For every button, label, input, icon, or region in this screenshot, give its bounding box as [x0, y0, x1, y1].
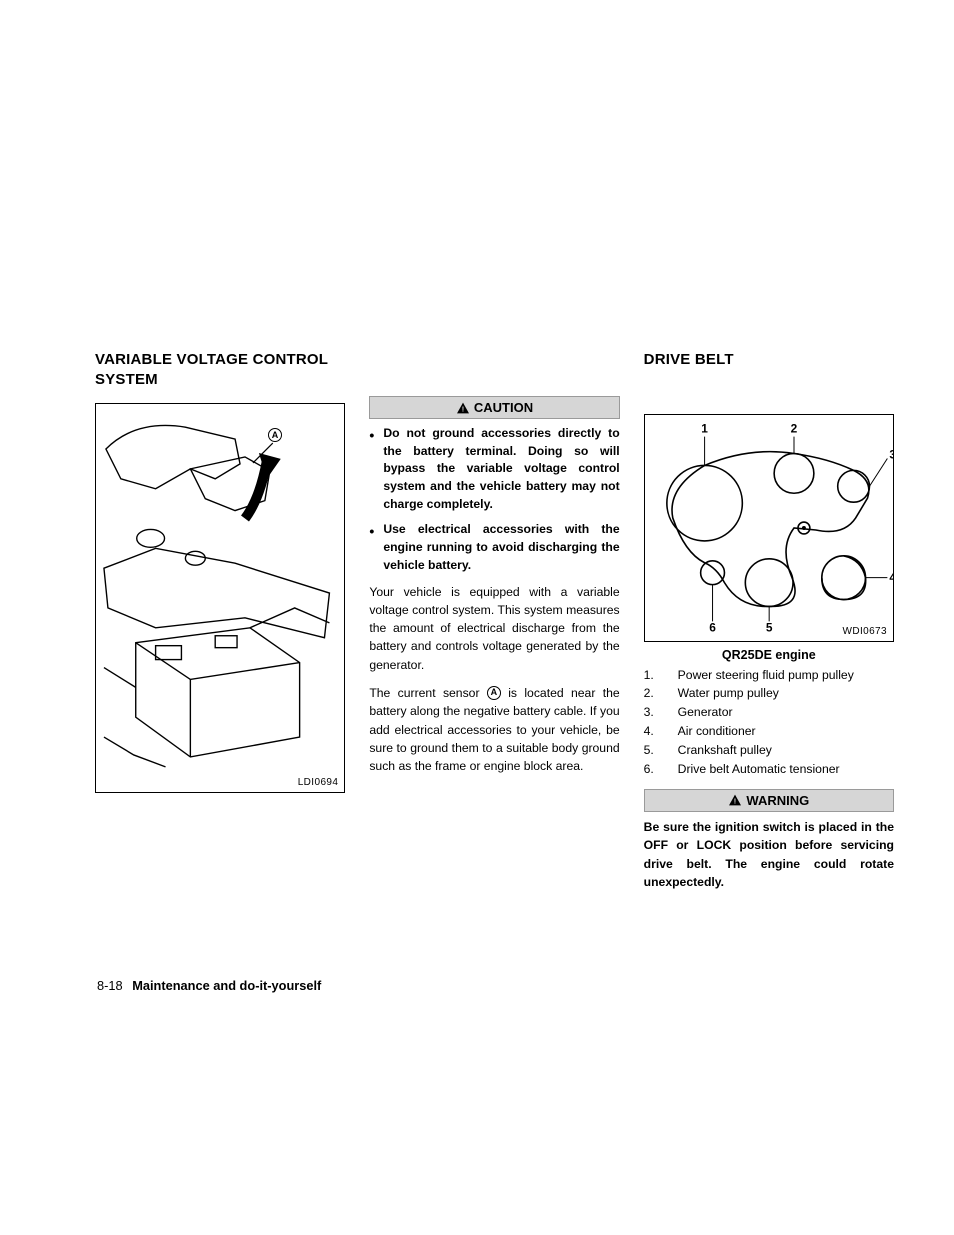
figure-belt: 1 2 3 4 5 6 WDI0673 — [644, 414, 894, 642]
warning-body: Be sure the ignition switch is placed in… — [644, 818, 894, 891]
caution-bullet: Do not ground accessories directly to th… — [369, 425, 619, 513]
belt-label-3: 3 — [889, 447, 893, 461]
belt-label-2: 2 — [790, 421, 797, 435]
belt-label-6: 6 — [709, 620, 716, 634]
svg-text:!: ! — [734, 797, 736, 806]
legend-item: 4.Air conditioner — [644, 722, 894, 741]
figure-vvc-id: LDI0694 — [298, 777, 339, 788]
figure-belt-id: WDI0673 — [842, 626, 887, 637]
warning-triangle-icon: ! — [728, 794, 742, 806]
vvc-para-1: Your vehicle is equipped with a variable… — [369, 583, 619, 674]
vvc-illustration — [96, 404, 344, 792]
col-left: VARIABLE VOLTAGE CONTROL SYSTEM — [95, 350, 345, 891]
caution-bullets: Do not ground accessories directly to th… — [369, 425, 619, 575]
para2-text-a: The current sensor — [369, 686, 487, 700]
belt-label-1: 1 — [701, 421, 708, 435]
legend-item: 6.Drive belt Automatic tensioner — [644, 760, 894, 779]
caution-triangle-icon: ! — [456, 402, 470, 414]
sensor-callout-icon: A — [487, 686, 501, 700]
belt-label-5: 5 — [766, 620, 773, 634]
page-number: 8-18 — [97, 978, 123, 993]
callout-a-icon: A — [268, 428, 282, 442]
heading-drive-belt: DRIVE BELT — [644, 350, 894, 370]
engine-title: QR25DE engine — [644, 648, 894, 662]
svg-text:!: ! — [462, 404, 464, 413]
heading-vvc: VARIABLE VOLTAGE CONTROL SYSTEM — [95, 350, 345, 389]
col-middle: ! CAUTION Do not ground accessories dire… — [369, 350, 619, 891]
caution-header: ! CAUTION — [369, 396, 619, 419]
legend-item: 3.Generator — [644, 703, 894, 722]
belt-legend: 1.Power steering fluid pump pulley 2.Wat… — [644, 666, 894, 779]
vvc-para-2: The current sensor A is located near the… — [369, 684, 619, 775]
col-right: DRIVE BELT — [644, 350, 894, 891]
legend-item: 2.Water pump pulley — [644, 684, 894, 703]
warning-label: WARNING — [746, 793, 809, 808]
figure-vvc: A LDI0694 — [95, 403, 345, 793]
footer-section: Maintenance and do-it-yourself — [132, 978, 321, 993]
legend-item: 1.Power steering fluid pump pulley — [644, 666, 894, 685]
belt-label-4: 4 — [889, 570, 893, 584]
warning-header: ! WARNING — [644, 789, 894, 812]
legend-item: 5.Crankshaft pulley — [644, 741, 894, 760]
caution-bullet: Use electrical accessories with the engi… — [369, 521, 619, 574]
belt-diagram: 1 2 3 4 5 6 — [645, 415, 893, 641]
caution-label: CAUTION — [474, 400, 533, 415]
page-footer: 8-18 Maintenance and do-it-yourself — [97, 978, 321, 993]
page-content: VARIABLE VOLTAGE CONTROL SYSTEM — [95, 350, 894, 891]
